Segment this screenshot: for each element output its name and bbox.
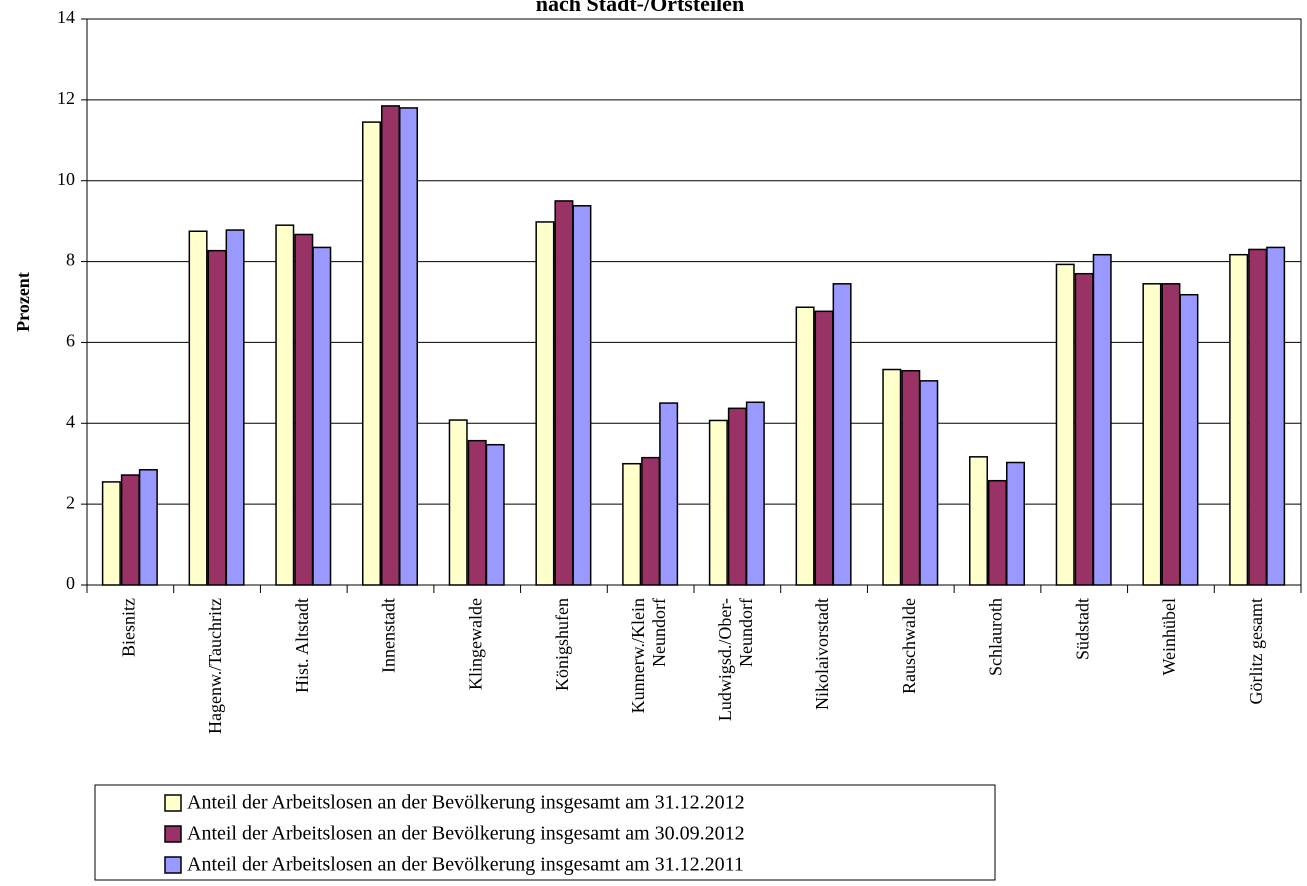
y-tick-label: 6 [66, 331, 75, 351]
x-tick-label: Hagenw./Tauchritz [205, 598, 225, 734]
legend-label: Anteil der Arbeitslosen an der Bevölkeru… [187, 823, 745, 845]
x-tick-label: Königshufen [552, 598, 572, 691]
bar [275, 224, 295, 586]
legend-swatch [164, 856, 182, 874]
bar [399, 107, 418, 586]
x-tick-label: Hist. Altstadt [292, 598, 312, 693]
bar [188, 230, 208, 586]
bar [101, 481, 121, 586]
plot-area [87, 19, 1301, 585]
bar [1248, 248, 1268, 586]
bar [708, 419, 728, 586]
x-tick-label: Klingewalde [465, 598, 485, 690]
legend-label: Anteil der Arbeitslosen an der Bevölkeru… [187, 854, 744, 876]
bar [901, 369, 921, 586]
x-tick-label: Innenstadt [379, 598, 399, 673]
legend [94, 784, 996, 881]
bar [641, 456, 661, 586]
bar [1266, 246, 1286, 586]
bar [381, 105, 400, 586]
bar [1006, 461, 1025, 586]
bar [882, 368, 902, 586]
bar [1055, 263, 1075, 586]
x-tick-label: Ludwigsd./Ober-Neundorf [715, 598, 756, 721]
x-tick-label: Kunnerw./KleinNeundorf [628, 598, 669, 713]
bar [554, 200, 574, 586]
bar [1092, 253, 1112, 586]
y-tick-label: 14 [57, 7, 75, 27]
x-tick-label: Südstadt [1072, 598, 1092, 660]
bar [622, 462, 642, 586]
bar [814, 310, 834, 586]
bar [207, 249, 227, 586]
y-tick-label: 8 [66, 250, 75, 270]
bar [312, 246, 332, 586]
legend-swatch [164, 794, 182, 812]
y-axis-label: Prozent [13, 272, 33, 332]
x-tick-label: Nikolaivorstadt [812, 598, 832, 710]
y-tick-label: 2 [66, 492, 75, 512]
bar [1179, 293, 1199, 586]
x-tick-label: Rauschwalde [899, 598, 919, 694]
legend-swatch [164, 825, 182, 843]
bar [448, 419, 468, 586]
bar [362, 121, 381, 586]
bar [988, 479, 1007, 586]
chart-title: nach Stadt-/Ortsteilen [536, 0, 744, 16]
x-tick-label: Schlauroth [986, 598, 1006, 676]
bar [225, 229, 245, 586]
bar [1074, 272, 1094, 586]
bar [485, 443, 505, 586]
bar [969, 456, 988, 586]
x-tick-label: Biesnitz [118, 598, 138, 657]
bar [467, 439, 487, 586]
bar [795, 306, 815, 586]
bar [1229, 253, 1249, 586]
x-tick-label: Weinhübel [1159, 598, 1179, 676]
bar [727, 407, 747, 586]
bar [120, 474, 140, 586]
bar [1142, 283, 1162, 586]
y-tick-label: 0 [66, 573, 75, 593]
legend-label: Anteil der Arbeitslosen an der Bevölkeru… [187, 792, 745, 814]
bar [294, 233, 314, 586]
y-tick-label: 4 [66, 411, 75, 431]
x-tick-label: Görlitz gesamt [1246, 598, 1266, 704]
y-tick-label: 10 [57, 169, 75, 189]
bar [572, 205, 592, 586]
y-tick-label: 12 [57, 88, 75, 108]
bar [138, 469, 158, 586]
bar [919, 380, 939, 586]
bar [535, 221, 555, 586]
bar [745, 401, 765, 586]
bar [1161, 283, 1181, 586]
bar [659, 402, 679, 586]
bar [832, 283, 852, 586]
